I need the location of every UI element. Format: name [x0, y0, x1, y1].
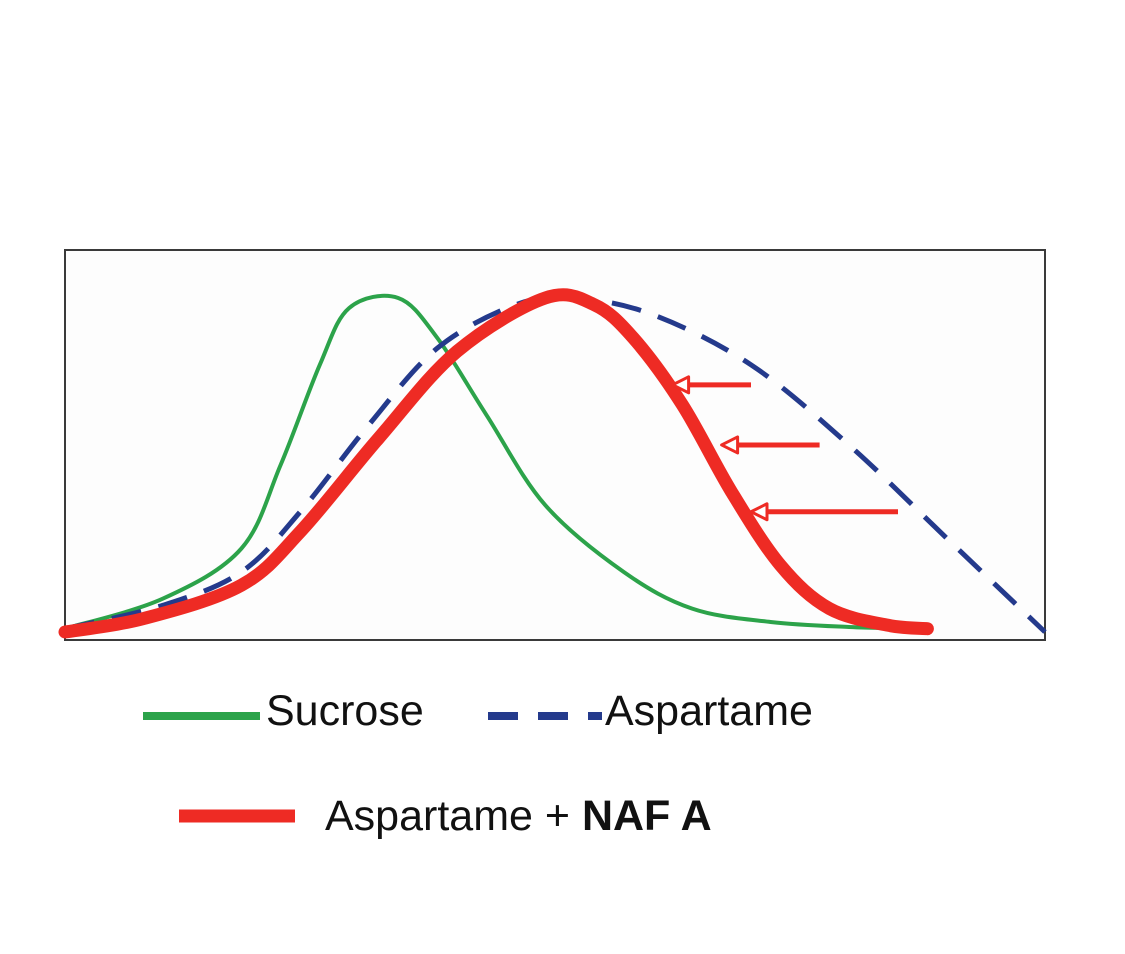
plot-area [64, 249, 1046, 641]
legend-label-aspartame-naf-a: Aspartame + NAF A [325, 792, 712, 840]
series-line-aspartame-naf-a [58, 288, 934, 639]
arrow-head [671, 375, 691, 395]
shift-arrow-1 [671, 375, 751, 395]
legend-label-aspartame-naf-a-main: Aspartame + [325, 792, 582, 840]
legend-label-naf-a-bold: NAF A [582, 792, 712, 840]
shift-arrow-2 [720, 435, 820, 455]
legend-label-aspartame: Aspartame [605, 687, 813, 735]
shift-arrow-3 [749, 502, 898, 522]
legend: Sucrose Aspartame Aspartame + NAF A [143, 687, 813, 840]
series-line-sucrose [63, 293, 920, 631]
legend-label-sucrose: Sucrose [266, 687, 424, 735]
arrow-head [720, 435, 740, 455]
series-line-aspartame [64, 294, 1047, 634]
arrow-head [749, 502, 769, 522]
annotation-layer [671, 375, 898, 522]
series-layer [58, 288, 1047, 639]
